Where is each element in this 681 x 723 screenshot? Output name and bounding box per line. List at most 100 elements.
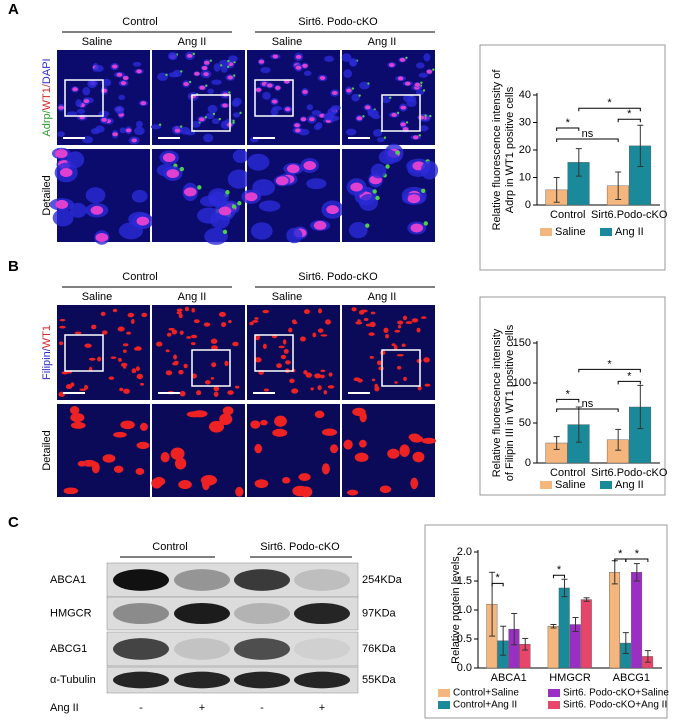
wt1-signal	[368, 332, 375, 336]
wt1-signal	[111, 64, 118, 69]
error-bar	[615, 171, 622, 200]
nucleus	[204, 227, 228, 245]
y-tick-label: 0	[525, 199, 531, 211]
adrp-signal	[231, 204, 237, 209]
wt1-signal	[379, 485, 392, 494]
blot-band	[174, 602, 230, 625]
sig-bracket	[625, 558, 649, 562]
protein-label: HMGCR	[50, 607, 92, 619]
wt1-signal	[325, 319, 331, 325]
wt1-signal	[178, 369, 184, 375]
wt1-signal	[305, 372, 313, 378]
error-bar	[511, 612, 518, 646]
condition-label: Ang II	[178, 291, 207, 303]
wt1-signal	[97, 356, 102, 362]
sig-label: *	[618, 548, 623, 560]
nucleus	[203, 133, 214, 143]
nucleus	[232, 112, 241, 118]
protein-label: ABCG1	[50, 643, 87, 655]
wt1-signal	[364, 105, 371, 110]
nucleus	[415, 89, 425, 96]
wt1-signal	[321, 463, 330, 475]
nucleus	[381, 96, 391, 104]
wt1-signal	[127, 312, 135, 318]
wt1-signal	[184, 187, 197, 197]
legend-swatch	[600, 481, 612, 489]
wt1-signal	[166, 169, 180, 179]
wt1-signal	[302, 89, 308, 94]
adrp-signal	[421, 188, 426, 193]
wt1-signal	[136, 441, 150, 450]
wt1-signal	[183, 81, 189, 86]
wt1-signal	[70, 412, 85, 423]
wt1-signal	[282, 477, 291, 484]
condition-label: Ang II	[368, 36, 397, 48]
legend-swatch	[548, 701, 560, 709]
nucleus	[57, 131, 65, 137]
wt1-signal	[118, 357, 122, 362]
nucleus	[157, 72, 168, 81]
x-tick-label: ABCA1	[491, 672, 527, 684]
wt1-signal	[254, 334, 260, 341]
wt1-signal	[391, 343, 396, 347]
group-header: Control	[122, 16, 157, 28]
nucleus	[76, 108, 86, 114]
nucleus	[211, 79, 222, 85]
adrp-signal	[383, 136, 387, 139]
wt1-signal	[120, 81, 127, 86]
wt1-signal	[254, 357, 262, 363]
wt1-signal	[317, 328, 324, 333]
treatment-sign: +	[199, 702, 205, 714]
wt1-signal	[289, 378, 295, 384]
blot-band	[234, 569, 290, 591]
wt1-signal	[123, 365, 127, 369]
wt1-signal	[363, 317, 369, 322]
wt1-signal	[320, 369, 326, 373]
stain-part: Adrp/	[41, 109, 53, 136]
wt1-signal	[326, 205, 339, 215]
wt1-signal	[295, 54, 302, 59]
wt1-signal	[423, 357, 430, 363]
wt1-signal	[84, 384, 89, 390]
blot-band	[294, 638, 350, 660]
wt1-signal	[283, 348, 289, 354]
wt1-signal	[405, 321, 413, 324]
nucleus	[199, 195, 220, 207]
wt1-signal	[193, 319, 200, 324]
adrp-signal	[209, 59, 212, 62]
error-bar	[622, 632, 629, 654]
wt1-signal	[284, 107, 291, 112]
wt1-signal	[267, 83, 273, 88]
wt1-signal	[360, 309, 368, 313]
wt1-signal	[254, 317, 259, 320]
sig-label: *	[557, 564, 562, 576]
wt1-signal	[208, 420, 225, 433]
wt1-signal	[173, 354, 177, 360]
y-axis-label: Relative fluorescence intensity	[491, 328, 503, 477]
wt1-signal	[210, 376, 215, 380]
legend-label: Saline	[555, 226, 586, 238]
wt1-signal	[55, 199, 69, 209]
sig-label: *	[566, 117, 571, 129]
nucleus	[286, 227, 303, 244]
wt1-signal	[330, 444, 338, 454]
adrp-signal	[165, 73, 168, 76]
sig-label: *	[495, 572, 500, 584]
wt1-signal	[328, 372, 333, 377]
adrp-signal	[362, 115, 365, 118]
wt1-signal	[303, 161, 317, 171]
error-bar	[561, 578, 568, 598]
y-axis-label: Relative protein levels	[450, 556, 462, 664]
wt1-signal	[120, 420, 135, 430]
adrp-signal	[204, 116, 207, 119]
wt1-signal	[219, 413, 233, 425]
adrp-signal	[232, 121, 235, 124]
nucleus	[66, 111, 78, 117]
wt1-signal	[203, 322, 211, 327]
wt1-signal	[65, 384, 73, 390]
blot-band	[294, 671, 350, 689]
wt1-signal	[183, 363, 188, 369]
wt1-signal	[112, 132, 118, 137]
nucleus	[85, 187, 106, 204]
y-tick-label: 100	[513, 377, 531, 389]
